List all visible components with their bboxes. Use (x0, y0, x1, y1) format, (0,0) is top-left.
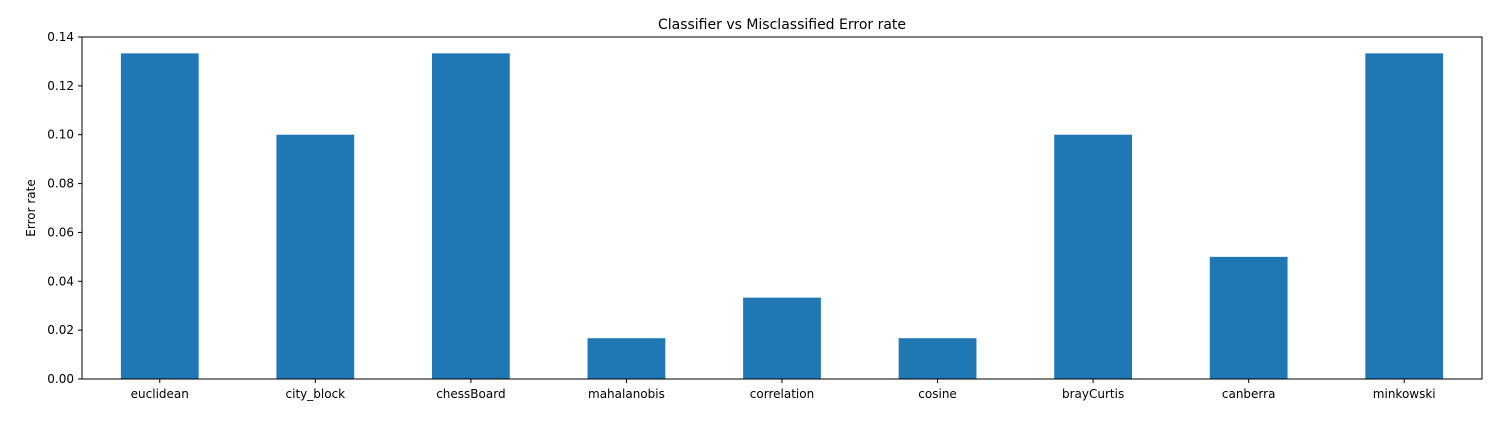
x-tick-label: city_block (286, 387, 346, 401)
bars-layer (120, 53, 1444, 380)
bar-chessBoard (432, 53, 510, 380)
y-tick-label: 0.10 (47, 128, 74, 142)
y-tick-label: 0.12 (47, 79, 74, 93)
y-axis: 0.00 0.02 0.04 0.06 0.08 0.10 0.12 0.14 (47, 30, 82, 386)
bar-cosine (898, 338, 977, 379)
x-tick-label: cosine (918, 387, 957, 401)
x-tick-label: euclidean (131, 387, 189, 401)
bar-euclidean (120, 53, 199, 380)
y-tick-label: 0.14 (47, 30, 74, 44)
chart-title: Classifier vs Misclassified Error rate (658, 17, 906, 33)
y-tick-label: 0.04 (47, 274, 74, 288)
x-tick-label: correlation (750, 387, 814, 401)
bar-brayCurtis (1054, 134, 1132, 379)
y-tick-label: 0.08 (47, 177, 74, 191)
x-tick-label: canberra (1222, 387, 1276, 401)
bar-mahalanobis (587, 338, 666, 379)
y-tick-label: 0.06 (47, 225, 74, 239)
y-tick-label: 0.00 (47, 372, 74, 386)
plot-frame (81, 36, 1483, 380)
x-axis: euclidean city_block chessBoard mahalanobis… (131, 379, 1436, 401)
x-tick-label: chessBoard (436, 387, 505, 401)
bar-minkowski (1365, 53, 1444, 380)
x-tick-label: brayCurtis (1062, 387, 1124, 401)
bar-canberra (1209, 256, 1288, 379)
y-axis-title: Error rate (24, 179, 38, 236)
bar-city_block (276, 134, 355, 379)
bar-correlation (743, 297, 821, 379)
x-tick-label: mahalanobis (588, 387, 665, 401)
x-tick-label: minkowski (1373, 387, 1436, 401)
y-tick-label: 0.02 (47, 323, 74, 337)
